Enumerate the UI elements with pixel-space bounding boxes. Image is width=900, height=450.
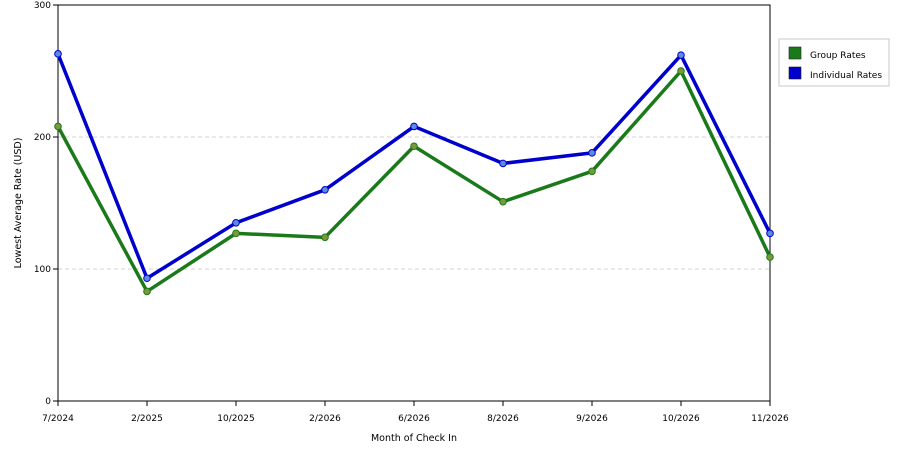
x-axis: 7/2024 2/2025 10/2025 2/2026 6/2026 8/2026 9/2…	[42, 401, 789, 424]
x-tick-label: 2/2025	[131, 414, 163, 424]
legend: Group Rates Individual Rates	[778, 38, 890, 87]
data-point-group-rates	[588, 167, 596, 176]
data-point-group-rates	[232, 229, 240, 238]
y-tick-label: 300	[34, 1, 51, 11]
data-point-individual-rates	[677, 51, 685, 59]
x-tick-label: 9/2026	[576, 414, 608, 424]
data-point-group-rates	[766, 253, 774, 261]
data-point-individual-rates	[232, 219, 240, 227]
x-tick-label: 10/2026	[662, 414, 700, 424]
x-tick-label: 10/2025	[217, 414, 254, 424]
plot-frame	[57, 4, 771, 402]
data-point-individual-rates	[588, 149, 596, 157]
legend-label-individual-rates: Individual Rates	[810, 71, 882, 81]
data-point-group-rates	[410, 142, 418, 151]
data-point-individual-rates	[321, 186, 329, 194]
x-tick-label: 6/2026	[398, 414, 430, 424]
series-line-group-rates	[56, 69, 772, 294]
data-point-group-rates	[321, 233, 329, 242]
x-tick-label: 11/2026	[751, 414, 789, 424]
data-point-individual-rates	[410, 122, 418, 131]
data-point-group-rates	[143, 287, 151, 296]
x-tick-label: 2/2026	[309, 414, 341, 424]
data-point-individual-rates	[54, 50, 62, 58]
data-point-individual-rates	[143, 274, 151, 283]
y-tick-label: 200	[34, 133, 51, 143]
y-tick-label: 0	[45, 397, 51, 407]
legend-label-group-rates: Group Rates	[810, 51, 866, 61]
y-axis: 0 100 200 300	[34, 1, 58, 407]
data-point-individual-rates	[766, 229, 774, 238]
legend-swatch-group-rates	[788, 46, 802, 60]
data-point-group-rates	[499, 197, 507, 206]
x-axis-title: Month of Check In	[371, 433, 457, 444]
legend-swatch-individual-rates	[788, 66, 802, 80]
x-tick-label: 8/2026	[487, 414, 519, 424]
y-tick-label: 100	[34, 265, 51, 275]
series-line-individual-rates	[56, 52, 772, 280]
data-series	[54, 50, 774, 296]
data-point-group-rates	[54, 122, 62, 131]
data-point-group-rates	[677, 67, 685, 75]
x-tick-label: 7/2024	[42, 414, 74, 424]
data-point-individual-rates	[499, 159, 507, 168]
gridlines	[58, 136, 770, 270]
y-axis-title: Lowest Average Rate (USD)	[13, 138, 24, 269]
